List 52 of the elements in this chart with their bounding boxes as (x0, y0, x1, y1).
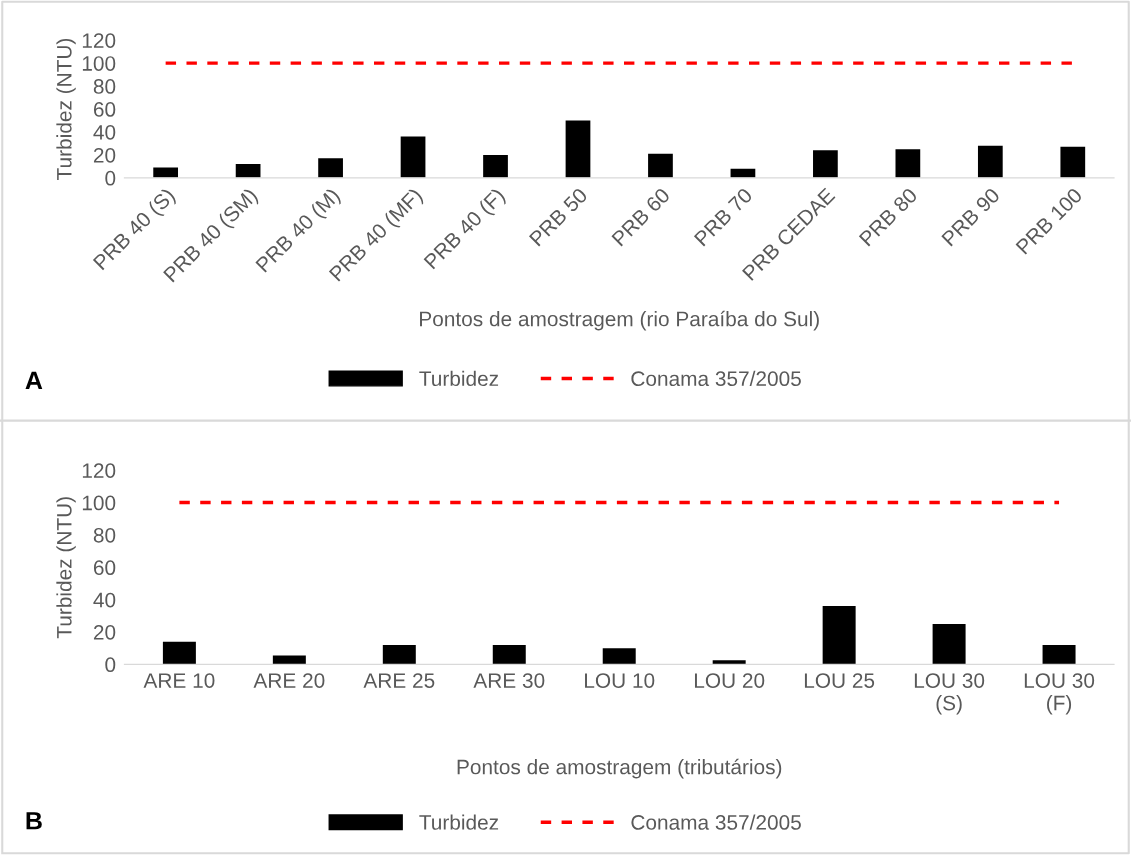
y-tick-label: 60 (93, 102, 116, 117)
bar (895, 149, 921, 178)
y-tick-label: 0 (105, 657, 116, 673)
legend-label: Turbidez (419, 370, 499, 387)
bar (162, 641, 196, 665)
y-tick-label: 20 (93, 624, 116, 640)
bar (565, 120, 591, 178)
y-tick-label: 40 (93, 592, 116, 608)
y-tick-label: 20 (93, 147, 116, 163)
y-tick-label: 0 (105, 170, 116, 186)
bar (318, 158, 343, 178)
x-tick-label: LOU 25 (804, 673, 875, 688)
bar (400, 136, 426, 178)
y-axis-title: Turbidez (NTU) (56, 497, 76, 639)
y-tick-label: 80 (93, 527, 116, 543)
x-axis-title: Pontos de amostragem (tributários) (457, 758, 782, 779)
y-tick-label: 120 (82, 33, 116, 48)
bar (977, 145, 1003, 178)
legend-label: Turbidez (419, 814, 499, 830)
y-tick-label: 80 (93, 79, 116, 94)
y-tick-label: 60 (93, 560, 116, 576)
x-axis-title: Pontos de amostragem (rio Paraíba do Sul) (420, 310, 819, 331)
bar (492, 644, 526, 665)
y-tick-label: 100 (82, 495, 116, 511)
bar (235, 164, 261, 178)
x-tick-label: LOU 20 (694, 673, 765, 688)
text: A (25, 371, 43, 390)
x-tick-label: LOU 30 (S) (914, 673, 985, 715)
bar (602, 648, 636, 665)
y-tick-label: 100 (82, 56, 116, 71)
bar (822, 606, 856, 665)
text: B (26, 812, 42, 830)
legend-label: Conama 357/2005 (631, 370, 801, 387)
x-tick-label: LOU 10 (585, 673, 655, 688)
x-tick-label: ARE 10 (143, 673, 215, 688)
bar (932, 623, 966, 665)
bar (1060, 146, 1086, 178)
y-axis-title: Turbidez (NTU) (56, 38, 76, 180)
x-tick-label: ARE 20 (253, 673, 325, 688)
y-tick-label: 40 (93, 124, 116, 140)
bar (272, 655, 306, 665)
y-tick-label: 120 (82, 463, 116, 478)
x-tick-label: ARE 30 (473, 673, 545, 688)
x-tick-label: ARE 25 (363, 673, 435, 688)
bar (483, 154, 508, 178)
bar (813, 150, 838, 178)
bar (712, 660, 746, 665)
bar (648, 153, 673, 178)
bar (382, 644, 416, 665)
legend-label: Conama 357/2005 (631, 814, 801, 830)
bar (1042, 644, 1076, 665)
x-tick-label: LOU 30 (F) (1024, 673, 1095, 715)
